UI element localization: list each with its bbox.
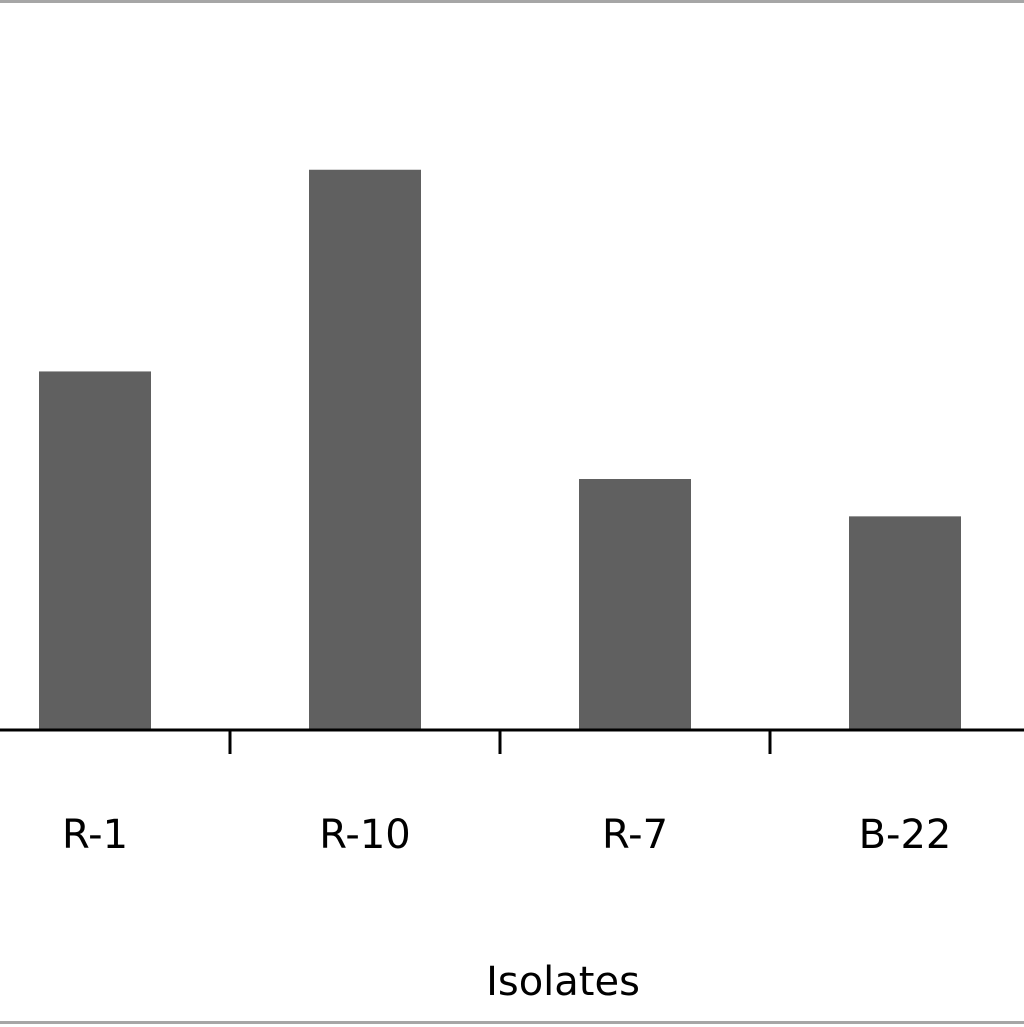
- x-tick-label: R-7: [602, 812, 668, 858]
- bar-r-7: [579, 479, 691, 730]
- bars-group: [39, 169, 961, 730]
- x-axis-ticks: [228, 730, 772, 754]
- bar-b-22: [849, 516, 961, 730]
- x-tick-label: R-1: [62, 812, 128, 858]
- bar-r-1: [39, 371, 151, 730]
- bar-chart: R-1 R-10 R-7 B-22 Isolates: [0, 169, 1024, 1005]
- bar-r-10: [309, 169, 421, 730]
- x-axis-title: Isolates: [486, 959, 640, 1005]
- x-tick-label: B-22: [859, 812, 952, 858]
- x-axis-tick-labels: R-1 R-10 R-7 B-22: [62, 812, 951, 858]
- x-tick-label: R-10: [319, 812, 411, 858]
